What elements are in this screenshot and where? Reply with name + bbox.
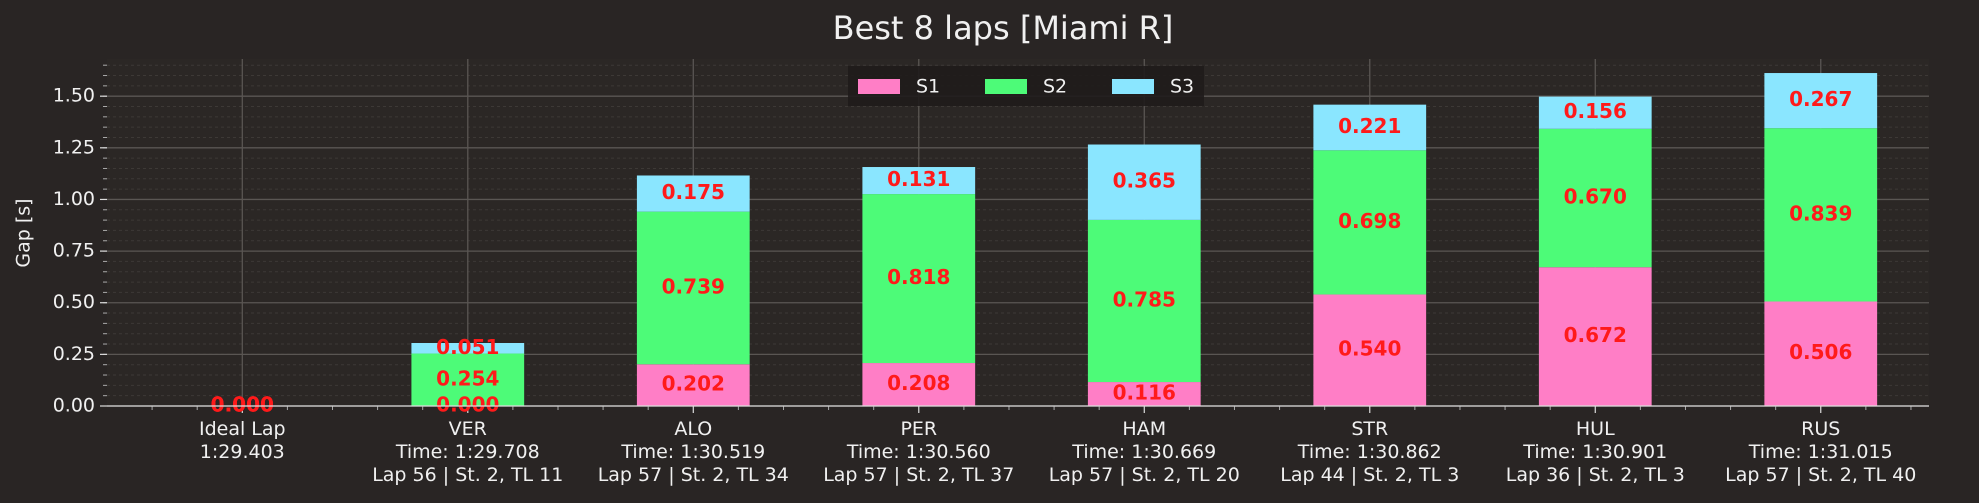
legend-swatch (858, 79, 900, 94)
value-label: 0.672 (1564, 323, 1627, 347)
bar-segment (636, 175, 750, 212)
bar-segment (1764, 73, 1878, 129)
y-tick-label: 0.50 (53, 291, 95, 313)
legend-label: S2 (1043, 76, 1067, 98)
legend-swatch (985, 79, 1027, 94)
value-label: 0.698 (1338, 209, 1401, 233)
bar-segment (1764, 301, 1878, 406)
bar-segment (1538, 267, 1652, 406)
bar-segment (636, 364, 750, 406)
value-label: 0.131 (887, 167, 950, 191)
value-label: 0.000 (211, 393, 274, 417)
value-label: 0.116 (1113, 381, 1176, 405)
bar-segment (1313, 150, 1427, 295)
bar-segment (1313, 294, 1427, 406)
value-label: 0.000 (211, 393, 274, 417)
legend-label: S3 (1170, 76, 1194, 98)
bar-segment (1087, 219, 1201, 383)
bar-segment (862, 363, 976, 406)
value-label: 0.818 (887, 265, 950, 289)
x-tick-label: RUS Time: 1:31.015 Lap 57 | St. 2, TL 40 (1725, 418, 1917, 486)
bar-segment (1087, 382, 1201, 406)
value-label: 0.839 (1789, 201, 1852, 225)
value-label: 0.254 (436, 366, 499, 390)
value-label: 0.267 (1789, 87, 1852, 111)
bar-segment (1087, 144, 1201, 220)
chart-title: Best 8 laps [Miami R] (833, 9, 1174, 47)
x-tick-label: ALO Time: 1:30.519 Lap 57 | St. 2, TL 34 (597, 418, 789, 486)
legend-label: S1 (916, 76, 940, 98)
value-label: 0.156 (1564, 99, 1627, 123)
x-tick-label: Ideal Lap 1:29.403 (198, 418, 286, 463)
value-label: 0.175 (662, 180, 725, 204)
bar-segment (1538, 128, 1652, 268)
x-tick-label: VER Time: 1:29.708 Lap 56 | St. 2, TL 11 (372, 418, 564, 486)
value-label: 0.221 (1338, 114, 1401, 138)
legend: S1 S2 S3 (848, 66, 1204, 106)
value-label: 0.000 (436, 393, 499, 417)
x-tick-label: STR Time: 1:30.862 Lap 44 | St. 2, TL 3 (1280, 418, 1460, 486)
value-label: 0.785 (1113, 287, 1176, 311)
value-label: 0.670 (1564, 185, 1627, 209)
x-tick-label: PER Time: 1:30.560 Lap 57 | St. 2, TL 37 (823, 418, 1015, 486)
y-axis-label: Gap [s] (13, 198, 35, 267)
x-tick-label: HAM Time: 1:30.669 Lap 57 | St. 2, TL 20 (1048, 418, 1240, 486)
bar-segment (411, 343, 525, 354)
value-label: 0.739 (662, 274, 725, 298)
value-label: 0.540 (1338, 337, 1401, 361)
y-tick-label: 1.50 (53, 85, 95, 107)
bar-segment (1764, 128, 1878, 302)
y-tick-label: 0.75 (53, 240, 95, 262)
y-tick-label: 1.00 (53, 188, 95, 210)
value-label: 0.506 (1789, 340, 1852, 364)
y-tick-label: 1.25 (53, 136, 95, 158)
bar-segment (636, 211, 750, 365)
value-label: 0.051 (436, 335, 499, 359)
bar-segment (411, 353, 525, 406)
bar-segment (862, 194, 976, 364)
y-tick-label: 0.00 (53, 395, 95, 417)
x-tick-label: HUL Time: 1:30.901 Lap 36 | St. 2, TL 3 (1505, 418, 1685, 486)
y-tick-label: 0.25 (53, 343, 95, 365)
bar-segment (1313, 104, 1427, 151)
legend-swatch (1112, 79, 1154, 94)
value-label: 0.365 (1113, 169, 1176, 193)
bar-segment (862, 167, 976, 195)
bar-segment (1538, 96, 1652, 129)
value-label: 0.208 (887, 371, 950, 395)
value-label: 0.000 (211, 393, 274, 417)
value-label: 0.202 (662, 372, 725, 396)
